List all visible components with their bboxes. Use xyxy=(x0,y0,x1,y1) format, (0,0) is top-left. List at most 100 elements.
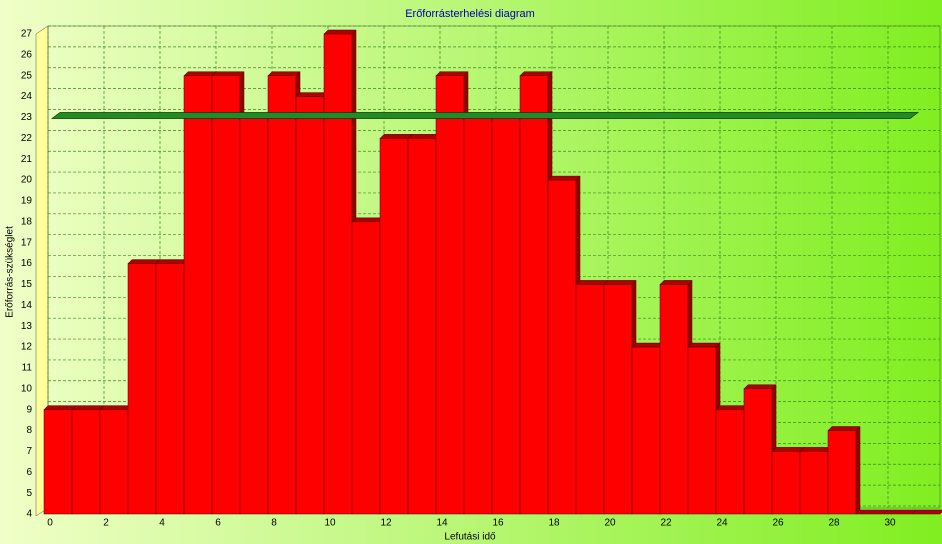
x-tick-label: 4 xyxy=(159,518,165,529)
y-tick-label: 20 xyxy=(21,175,33,186)
y-tick-label: 13 xyxy=(21,321,33,332)
y-tick-label: 25 xyxy=(21,70,33,81)
limit-line xyxy=(50,112,920,119)
bar xyxy=(715,409,745,515)
x-tick-label: 30 xyxy=(884,518,896,529)
x-tick-label: 10 xyxy=(324,518,336,529)
bar-top xyxy=(715,405,749,410)
x-tick-label: 6 xyxy=(215,518,221,529)
bar-top xyxy=(183,71,217,76)
y-tick-label: 6 xyxy=(26,467,32,478)
bar xyxy=(379,138,409,515)
bar-top xyxy=(855,509,889,515)
y-tick-label: 24 xyxy=(21,91,33,102)
bar xyxy=(183,75,213,515)
bar xyxy=(43,409,73,515)
y-tick-label: 22 xyxy=(21,133,33,144)
bar xyxy=(267,75,297,515)
bar-top xyxy=(911,509,942,515)
chart-title: Erőforrásterhelési diagram xyxy=(405,8,535,20)
bar-top xyxy=(379,134,413,139)
y-tick-label: 16 xyxy=(21,258,33,269)
bar-top xyxy=(71,405,105,410)
x-tick-label: 24 xyxy=(716,518,728,529)
bar xyxy=(547,179,577,515)
bar-top xyxy=(295,92,329,97)
y-tick-label: 17 xyxy=(21,237,33,248)
bar xyxy=(435,75,465,515)
y-tick-label: 26 xyxy=(21,50,33,61)
bar xyxy=(463,117,493,515)
bar-top xyxy=(323,29,357,35)
x-tick-label: 26 xyxy=(772,518,784,529)
y-tick-label: 7 xyxy=(26,446,32,457)
bar-top xyxy=(603,280,637,285)
bar-top xyxy=(267,71,301,76)
bar xyxy=(211,75,241,515)
bar-top xyxy=(407,134,441,139)
x-tick-label: 18 xyxy=(548,518,560,529)
bar xyxy=(575,284,605,515)
bar xyxy=(743,388,773,515)
x-tick-label: 22 xyxy=(660,518,672,529)
x-axis-label: Lefutási idő xyxy=(444,532,496,543)
bar xyxy=(631,346,661,515)
bar xyxy=(155,263,185,515)
bar-top xyxy=(771,447,805,452)
bar-side xyxy=(855,425,861,515)
x-tick-label: 14 xyxy=(436,518,448,529)
bar-top xyxy=(351,217,385,223)
bar-top xyxy=(687,342,721,348)
y-tick-label: 21 xyxy=(21,154,33,165)
y-tick-label: 5 xyxy=(26,488,32,499)
bar xyxy=(799,451,829,515)
y-tick-label: 10 xyxy=(21,383,33,394)
y-tick-label: 15 xyxy=(21,279,33,290)
bar-top xyxy=(547,175,581,181)
x-tick-label: 28 xyxy=(828,518,840,529)
x-tick-label: 20 xyxy=(604,518,616,529)
bar-top xyxy=(743,384,777,390)
y-tick-label: 14 xyxy=(21,300,33,311)
bar xyxy=(99,409,129,515)
bar-top xyxy=(659,280,693,285)
bar xyxy=(491,117,521,515)
x-tick-label: 2 xyxy=(103,518,109,529)
bar xyxy=(659,284,689,515)
bar xyxy=(127,263,157,515)
x-tick-label: 16 xyxy=(492,518,504,529)
bar xyxy=(407,138,437,515)
bar xyxy=(239,117,269,515)
bar xyxy=(827,430,857,515)
bar xyxy=(323,33,353,515)
bar-top xyxy=(799,447,833,452)
bar-top xyxy=(99,405,133,410)
bar xyxy=(295,96,325,515)
y-tick-label: 9 xyxy=(26,404,32,415)
bar-top xyxy=(883,509,917,515)
y-tick-label: 11 xyxy=(22,363,33,374)
y-tick-label: 18 xyxy=(21,216,33,227)
y-tick-label: 12 xyxy=(21,342,33,353)
y-tick-label: 27 xyxy=(21,29,33,40)
bar xyxy=(603,284,633,515)
bar-top xyxy=(631,342,665,348)
bar-top xyxy=(435,71,469,76)
bar xyxy=(519,75,549,515)
y-tick-label: 4 xyxy=(26,509,32,520)
bar-top xyxy=(211,71,245,76)
bar-top xyxy=(155,259,189,264)
bar xyxy=(687,346,717,515)
x-tick-label: 0 xyxy=(47,518,53,529)
x-tick-label: 12 xyxy=(380,518,392,529)
bar-top xyxy=(827,426,861,431)
y-axis-label: Erőforrás-szükséglet xyxy=(5,226,16,318)
y-tick-label: 8 xyxy=(26,425,32,436)
bar xyxy=(71,409,101,515)
x-tick-label: 8 xyxy=(271,518,277,529)
bar-top xyxy=(575,280,609,285)
bar xyxy=(771,451,801,515)
bar-top xyxy=(43,405,77,410)
y-tick-label: 23 xyxy=(21,112,33,123)
